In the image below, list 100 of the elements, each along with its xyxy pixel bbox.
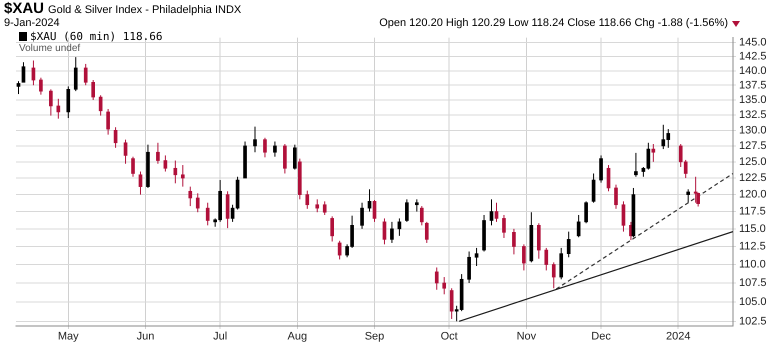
candlestick bbox=[522, 244, 526, 271]
candlestick bbox=[138, 171, 142, 196]
candlestick bbox=[305, 190, 310, 210]
y-tick-label: 117.5 bbox=[739, 206, 766, 218]
candlestick bbox=[372, 200, 376, 222]
candlestick bbox=[424, 221, 429, 244]
candlestick bbox=[74, 56, 78, 92]
x-tick-label: Dec bbox=[591, 330, 612, 343]
candlestick bbox=[512, 228, 516, 255]
candlestick bbox=[114, 126, 118, 148]
candlestick bbox=[263, 137, 267, 158]
candlestick bbox=[614, 184, 618, 210]
candlestick bbox=[322, 200, 327, 216]
candlestick bbox=[634, 152, 638, 178]
candlestick bbox=[273, 141, 277, 158]
candlestick bbox=[502, 214, 506, 238]
annotation: Volume undef bbox=[19, 43, 80, 54]
candlestick bbox=[606, 164, 610, 192]
x-tick-label: May bbox=[58, 330, 80, 343]
candlestick bbox=[66, 86, 70, 119]
candlestick bbox=[188, 186, 192, 207]
candlestick bbox=[584, 200, 588, 224]
candlestick bbox=[360, 202, 364, 230]
candlestick bbox=[398, 218, 402, 236]
x-tick-label: 2024 bbox=[666, 330, 690, 343]
y-tick-label: 110.0 bbox=[739, 258, 766, 271]
candlestick bbox=[106, 108, 110, 136]
candlestick bbox=[434, 266, 439, 290]
y-tick-label: 142.5 bbox=[739, 50, 767, 63]
y-tick-label: 137.5 bbox=[739, 79, 767, 92]
y-tick-label: 132.5 bbox=[739, 109, 767, 122]
candlestick bbox=[490, 198, 494, 226]
candlestick bbox=[174, 160, 178, 184]
x-tick-label: Nov bbox=[516, 330, 537, 343]
y-tick-label: 140.0 bbox=[739, 64, 767, 77]
candlestick bbox=[56, 98, 60, 120]
candlestick bbox=[253, 126, 257, 153]
candlestick bbox=[180, 164, 185, 188]
candlestick bbox=[315, 198, 320, 213]
x-tick-label: Aug bbox=[288, 330, 308, 343]
x-tick-label: Oct bbox=[440, 330, 458, 343]
candlestick bbox=[32, 60, 36, 86]
candlestick bbox=[131, 156, 135, 178]
candlestick bbox=[124, 139, 128, 164]
candlestick bbox=[599, 154, 603, 184]
y-tick-label: 135.0 bbox=[739, 94, 767, 106]
candlestick bbox=[368, 188, 372, 212]
candlestick bbox=[91, 80, 96, 100]
y-tick-label: 107.5 bbox=[739, 277, 767, 290]
chart-title: $XAU bbox=[4, 0, 44, 17]
candlestick bbox=[450, 288, 454, 320]
candlestick bbox=[652, 144, 656, 162]
candlestick bbox=[293, 144, 297, 170]
chart-subtitle: Gold & Silver Index - Philadelphia INDX bbox=[48, 4, 242, 16]
candlestick bbox=[338, 240, 342, 260]
candlestick bbox=[390, 221, 394, 244]
legend-label: $XAU (60 min) 118.66 bbox=[29, 30, 162, 43]
y-tick-label: 145.0 bbox=[739, 36, 767, 49]
candlestick bbox=[544, 247, 548, 271]
candlestick bbox=[164, 154, 168, 172]
candlestick bbox=[156, 142, 160, 164]
x-tick-label: Jun bbox=[136, 330, 154, 343]
candlestick bbox=[442, 276, 446, 295]
candlestick bbox=[84, 63, 88, 86]
text: Open 120.20 High 120.29 Low 118.24 Close 118.66 Chg -1.88 (-1.56%) bbox=[379, 17, 728, 29]
candlestick bbox=[196, 192, 200, 213]
candlestick bbox=[382, 218, 386, 245]
candlestick bbox=[330, 216, 334, 242]
y-tick-label: 122.5 bbox=[739, 172, 767, 184]
y-tick-label: 105.0 bbox=[739, 296, 767, 308]
candlestick bbox=[98, 94, 102, 116]
candlestick bbox=[420, 206, 424, 226]
y-tick-label: 115.0 bbox=[739, 222, 766, 235]
candlestick bbox=[622, 200, 626, 232]
candlestick bbox=[552, 262, 556, 289]
candlestick bbox=[39, 77, 43, 96]
candlestick bbox=[494, 202, 498, 222]
x-tick-label: Jul bbox=[213, 330, 228, 343]
candlestick bbox=[206, 202, 210, 226]
candlestick bbox=[16, 80, 20, 95]
y-tick-label: 130.0 bbox=[739, 124, 767, 136]
y-tick-label: 102.5 bbox=[739, 315, 767, 328]
candlestick bbox=[694, 176, 698, 204]
candlestick bbox=[414, 198, 419, 212]
candlestick bbox=[592, 172, 596, 204]
candlestick bbox=[405, 198, 409, 222]
y-tick-label: 120.0 bbox=[739, 188, 767, 201]
y-tick-label: 125.0 bbox=[739, 156, 767, 168]
candlestick bbox=[474, 247, 478, 267]
y-tick-label: 127.5 bbox=[739, 140, 767, 152]
candlestick bbox=[22, 62, 26, 83]
candlestick bbox=[576, 214, 580, 238]
x-tick-label: Sep bbox=[364, 330, 384, 343]
candlestick bbox=[467, 251, 471, 284]
y-tick-label: 112.5 bbox=[739, 240, 766, 253]
candlestick bbox=[566, 231, 571, 258]
text: 9-Jan-2024 bbox=[4, 17, 60, 29]
candlestick bbox=[49, 88, 53, 116]
candlestick bbox=[283, 144, 287, 174]
candlestick bbox=[686, 188, 690, 204]
